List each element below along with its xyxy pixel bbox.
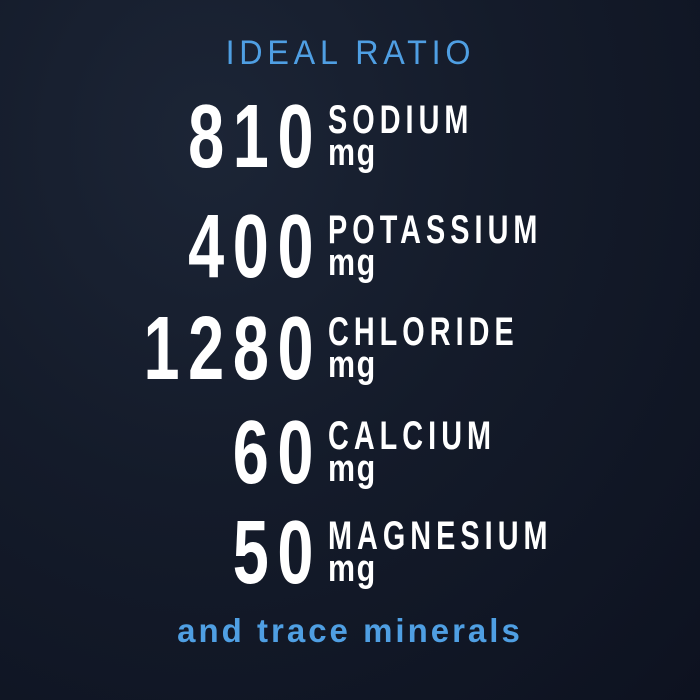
mineral-name: MAGNESIUM xyxy=(328,514,553,558)
amount: 50 xyxy=(232,503,322,603)
unit: mg xyxy=(328,344,377,386)
mineral-row-magnesium: 50 MAGNESIUM mg xyxy=(0,508,700,598)
title-text: IDEAL RATIO xyxy=(225,34,475,72)
unit: mg xyxy=(328,548,377,590)
mineral-name: SODIUM xyxy=(328,98,474,142)
unit: mg xyxy=(328,448,377,490)
unit: mg xyxy=(328,242,377,284)
footer-text: and trace minerals xyxy=(177,612,523,649)
mineral-row-calcium: 60 CALCIUM mg xyxy=(0,408,700,498)
mineral-row-sodium: 810 SODIUM mg xyxy=(0,92,700,182)
mineral-name: CALCIUM xyxy=(328,414,497,458)
mineral-name: POTASSIUM xyxy=(328,208,543,252)
mineral-name: CHLORIDE xyxy=(328,310,519,354)
amount: 1280 xyxy=(143,299,322,399)
title: IDEAL RATIO xyxy=(0,34,700,73)
unit: mg xyxy=(328,132,377,174)
amount: 400 xyxy=(187,197,322,297)
amount: 60 xyxy=(232,403,322,503)
amount: 810 xyxy=(187,87,322,187)
mineral-row-chloride: 1280 CHLORIDE mg xyxy=(0,304,700,394)
mineral-row-potassium: 400 POTASSIUM mg xyxy=(0,202,700,292)
